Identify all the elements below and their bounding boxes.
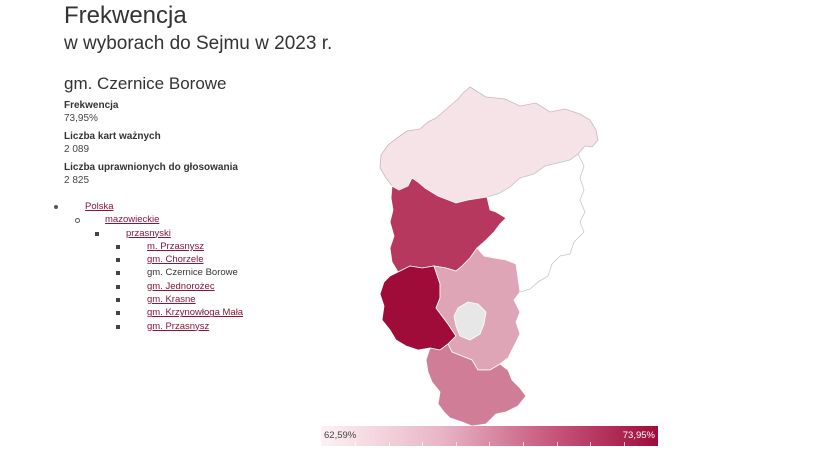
bullet-icon [116,311,120,316]
tree-item-county: przasnyski m. Przasnysz gm. Chorzele gm. C… [95,227,244,333]
tree-item-gmina: gm. Czernice Borowe [116,266,243,279]
bullet-icon [116,271,120,276]
bullet-icon [116,284,120,289]
legend-ticks [321,441,658,446]
page-title: Frekwencja [64,2,187,29]
page-subtitle: w wyborach do Sejmu w 2023 r. [64,33,333,54]
bullet-icon [116,298,120,303]
legend-max-label: 73,95% [622,430,655,441]
tree-item-voivodeship: mazowieckie przasnyski m. Przasnysz gm. C… [75,213,244,333]
tree-item-gmina: m. Przasnysz [116,240,243,253]
stat-valid-ballots: Liczba kart ważnych 2 089 [64,130,304,156]
stat-label: Frekwencja [64,100,119,111]
gmina-link[interactable]: m. Przasnysz [147,240,205,252]
gmina-link[interactable]: gm. Chorzele [147,254,204,266]
tree-item-gmina: gm. Jednorożec [116,280,243,293]
stat-label: Liczba kart ważnych [64,131,161,142]
gmina-list: m. Przasnysz gm. Chorzele gm. Czernice Bor… [116,240,244,333]
gmina-current: gm. Czernice Borowe [147,267,238,279]
stat-turnout: Frekwencja 73,95% [64,99,304,125]
stat-value: 2 089 [64,144,90,155]
map-region-m-przasnysz[interactable] [453,301,487,341]
map-region-krasne[interactable] [425,343,527,427]
area-name: gm. Czernice Borowe [64,74,227,93]
legend-min-label: 62,59% [324,430,357,441]
legend-gradient-bar [321,426,658,446]
stat-label: Liczba uprawnionych do głosowania [64,162,238,173]
stat-value: 73,95% [64,113,98,124]
tree-item-gmina: gm. Chorzele [116,253,243,266]
tree-item-gmina: gm. Przasnysz [116,320,243,333]
bullet-icon [116,244,120,249]
color-legend: 62,59% 73,95% [321,426,658,446]
gmina-link[interactable]: gm. Przasnysz [147,320,210,332]
link-county[interactable]: przasnyski [126,227,171,239]
stat-eligible-voters: Liczba uprawnionych do głosowania 2 825 [64,161,304,187]
stat-value: 2 825 [64,175,90,186]
map-region-krzynowloga[interactable] [389,177,507,273]
tree-item-country: Polska mazowieckie przasnyski m. Przasny… [54,200,244,333]
bullet-icon [95,231,99,236]
bullet-icon [54,205,58,209]
gmina-link[interactable]: gm. Krasne [147,294,196,306]
tree-item-gmina: gm. Krzynowłoga Mała [116,306,244,319]
bullet-icon [116,258,120,263]
gmina-link[interactable]: gm. Krzynowłoga Mała [147,307,244,319]
bullet-icon [116,324,120,329]
gmina-link[interactable]: gm. Jednorożec [147,280,215,292]
link-voivodeship[interactable]: mazowieckie [105,214,160,226]
link-country[interactable]: Polska [85,201,114,212]
bullet-icon [75,218,80,224]
region-tree: Polska mazowieckie przasnyski m. Przasny… [54,200,244,333]
stats-panel: Frekwencja 73,95% Liczba kart ważnych 2 … [64,99,304,192]
tree-item-gmina: gm. Krasne [116,293,243,306]
